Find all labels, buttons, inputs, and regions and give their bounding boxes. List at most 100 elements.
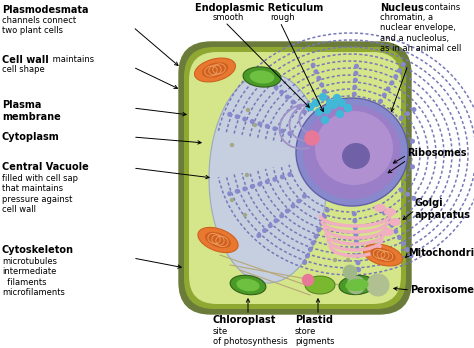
- Circle shape: [254, 124, 256, 127]
- Text: chromatin, a
nuclear envelope,
and a nucleolus,
as in an animal cell: chromatin, a nuclear envelope, and a nuc…: [380, 13, 461, 53]
- Circle shape: [367, 274, 389, 296]
- Ellipse shape: [296, 98, 408, 206]
- Circle shape: [390, 81, 394, 85]
- Ellipse shape: [384, 208, 396, 216]
- Text: channels connect
two plant cells: channels connect two plant cells: [2, 16, 76, 35]
- Text: Mitochondria: Mitochondria: [408, 248, 474, 258]
- Circle shape: [411, 165, 414, 168]
- Circle shape: [258, 182, 262, 186]
- Ellipse shape: [230, 275, 266, 295]
- Circle shape: [337, 111, 344, 118]
- Ellipse shape: [370, 248, 396, 262]
- Ellipse shape: [342, 143, 370, 169]
- Circle shape: [268, 80, 272, 84]
- Circle shape: [398, 236, 401, 239]
- Circle shape: [250, 120, 254, 123]
- Circle shape: [306, 254, 309, 258]
- Circle shape: [303, 261, 306, 264]
- Circle shape: [356, 254, 359, 258]
- Circle shape: [327, 100, 334, 106]
- Circle shape: [394, 230, 398, 233]
- Circle shape: [334, 95, 340, 102]
- Text: Nucleus: Nucleus: [380, 3, 424, 13]
- Circle shape: [250, 185, 254, 188]
- Circle shape: [311, 63, 315, 67]
- Circle shape: [319, 94, 327, 101]
- Ellipse shape: [250, 70, 274, 84]
- Text: maintains: maintains: [50, 55, 94, 64]
- Text: site
of photosynthesis: site of photosynthesis: [213, 327, 288, 346]
- Circle shape: [281, 175, 284, 179]
- Ellipse shape: [194, 58, 236, 82]
- Circle shape: [274, 219, 278, 222]
- Text: Plasma
membrane: Plasma membrane: [2, 100, 61, 121]
- Circle shape: [323, 106, 330, 113]
- Circle shape: [268, 224, 272, 228]
- Circle shape: [288, 173, 292, 176]
- Circle shape: [353, 219, 356, 223]
- Text: Cytoskeleton: Cytoskeleton: [2, 245, 74, 255]
- Circle shape: [355, 64, 358, 68]
- Circle shape: [353, 212, 356, 216]
- Circle shape: [291, 100, 295, 104]
- Circle shape: [411, 140, 414, 143]
- Circle shape: [356, 261, 360, 264]
- Circle shape: [281, 129, 284, 133]
- Text: microtubules
intermediate
  filaments
microfilaments: microtubules intermediate filaments micr…: [2, 257, 65, 297]
- Ellipse shape: [243, 67, 281, 87]
- Circle shape: [316, 109, 322, 116]
- Circle shape: [338, 100, 346, 106]
- Text: Ribosomes: Ribosomes: [407, 148, 466, 158]
- Circle shape: [405, 248, 409, 252]
- Text: Plasmodesmata: Plasmodesmata: [2, 5, 89, 15]
- Circle shape: [346, 259, 349, 261]
- Circle shape: [265, 125, 269, 128]
- Ellipse shape: [364, 244, 402, 266]
- Circle shape: [330, 102, 337, 109]
- Circle shape: [386, 87, 390, 91]
- Circle shape: [280, 214, 283, 218]
- Circle shape: [236, 189, 239, 193]
- Circle shape: [406, 192, 410, 196]
- Circle shape: [354, 233, 358, 237]
- Circle shape: [326, 96, 329, 100]
- Circle shape: [400, 188, 403, 192]
- Circle shape: [274, 86, 278, 89]
- Circle shape: [228, 192, 231, 196]
- Circle shape: [243, 117, 246, 121]
- Text: Endoplasmic Reticulum: Endoplasmic Reticulum: [195, 3, 323, 13]
- Text: cell shape: cell shape: [2, 65, 45, 74]
- Text: store
pigments: store pigments: [295, 327, 335, 346]
- Circle shape: [307, 103, 313, 111]
- Text: smooth: smooth: [213, 13, 245, 22]
- Text: Golgi
apparatus: Golgi apparatus: [415, 198, 471, 220]
- Text: Cytoplasm: Cytoplasm: [2, 132, 60, 142]
- FancyBboxPatch shape: [184, 47, 406, 309]
- Circle shape: [334, 259, 337, 261]
- Circle shape: [311, 241, 315, 245]
- Text: Chloroplast: Chloroplast: [213, 315, 276, 325]
- Circle shape: [317, 228, 320, 231]
- Circle shape: [398, 69, 401, 72]
- Circle shape: [285, 209, 289, 213]
- Ellipse shape: [205, 232, 231, 248]
- Circle shape: [354, 71, 358, 75]
- Ellipse shape: [389, 218, 401, 226]
- Text: rough: rough: [270, 13, 295, 22]
- Circle shape: [406, 112, 410, 116]
- Circle shape: [257, 71, 261, 74]
- Circle shape: [353, 92, 356, 96]
- Circle shape: [347, 276, 365, 294]
- Circle shape: [354, 226, 357, 230]
- Circle shape: [390, 223, 394, 227]
- Circle shape: [320, 83, 323, 87]
- Text: Central Vacuole: Central Vacuole: [2, 162, 89, 172]
- FancyBboxPatch shape: [179, 42, 411, 314]
- Circle shape: [230, 143, 234, 147]
- Circle shape: [412, 197, 416, 200]
- Ellipse shape: [209, 73, 327, 283]
- Circle shape: [228, 112, 231, 116]
- Text: filled with cell sap
that maintains
pressure against
cell wall: filled with cell sap that maintains pres…: [2, 174, 78, 214]
- Circle shape: [263, 229, 266, 232]
- Circle shape: [354, 78, 357, 82]
